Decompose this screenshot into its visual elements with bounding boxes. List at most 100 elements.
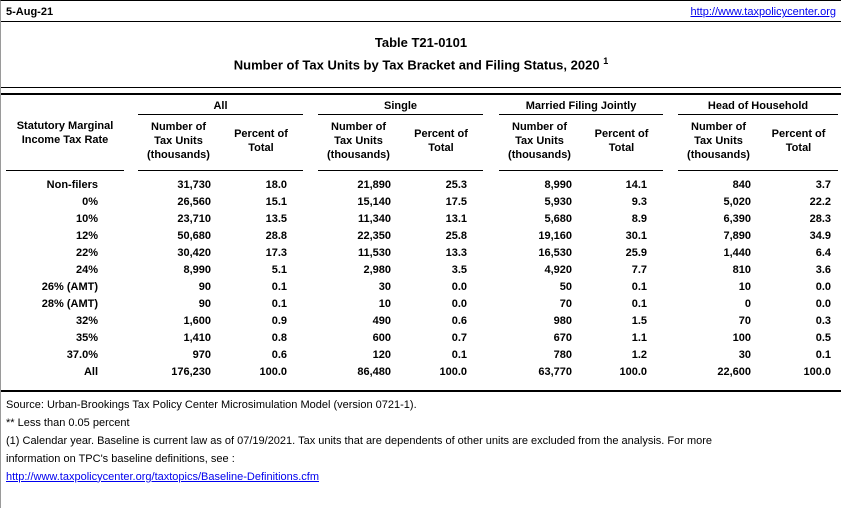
footnote-1-line-2: information on TPC's baseline definition… [6,452,235,465]
spacer-cell [663,347,678,364]
spacer-cell [303,228,318,245]
cell-value: 8.9 [631,212,648,225]
spacer-cell [303,279,318,296]
cell-value: 26,560 [177,195,211,208]
row-label: Non-filers [46,178,98,191]
spacer-cell [483,296,499,313]
cell-value: 8,990 [544,178,573,191]
cell-value: 2,980 [363,263,391,276]
cell-value: 0.0 [451,280,468,293]
cell-value: 50,680 [177,229,211,242]
cell-value: 11,340 [357,212,391,225]
spacer-cell [124,313,138,330]
spacer-cell [303,313,318,330]
cell-value: 11,530 [357,246,391,259]
table-bottom-rule [1,389,841,392]
row-label: 35% [75,331,98,344]
spacer-cell [303,330,318,347]
row-label: 24% [75,263,98,276]
table-row: 0% 26,560 15.1 15,140 17.5 5,930 9.3 5,0… [6,194,838,211]
number-of-tax-units-header: Number of Tax Units (thousands) [138,114,219,171]
cell-value: 1.5 [631,314,648,327]
cell-value: 600 [372,331,391,344]
percent-of-total-header: Percent of Total [580,114,664,171]
cell-value: 840 [732,178,752,191]
spacer-cell [663,262,678,279]
top-divider [1,21,841,22]
cell-value: 9.3 [631,195,648,208]
table-row: 32% 1,600 0.9 490 0.6 980 1.5 70 0.3 [6,313,838,330]
cell-value: 10 [738,280,752,293]
row-label: 0% [82,195,98,208]
spacer-cell [124,228,138,245]
footnote-1-line-1: (1) Calendar year. Baseline is current l… [6,434,713,447]
table-row: 12% 50,680 28.8 22,350 25.8 19,160 30.1 … [6,228,838,245]
site-link[interactable]: http://www.taxpolicycenter.org [690,6,836,18]
cell-value: 10 [378,297,391,310]
cell-value: 3.7 [815,178,832,191]
spacer-cell [124,170,138,194]
cell-value: 5,020 [723,195,752,208]
cell-value: 7,890 [723,229,752,242]
cell-value: 0.8 [271,331,287,344]
spacer-cell [483,279,499,296]
cell-value: 22,350 [357,229,391,242]
spacer-cell [663,296,678,313]
number-of-tax-units-header: Number of Tax Units (thousands) [678,114,760,171]
table-title: Table T21-0101 [374,35,468,50]
cell-value: 30 [378,280,391,293]
cell-value: 19,160 [538,229,573,242]
cell-value: 0.1 [631,280,648,293]
cell-value: 50 [559,280,573,293]
spacer-cell [663,95,678,170]
spacer-cell [303,245,318,262]
row-label: 37.0% [66,348,98,361]
spacer-cell [483,170,499,194]
report-date: 5-Aug-21 [6,6,54,18]
cell-value: 0 [744,297,752,310]
spacer-cell [124,279,138,296]
cell-value: 5.1 [271,263,287,276]
footnote-marker: 1 [603,56,609,66]
cell-value: 1,440 [723,246,752,259]
table-row: 35% 1,410 0.8 600 0.7 670 1.1 100 0.5 [6,330,838,347]
percent-of-total-header: Percent of Total [399,114,484,171]
cell-value: 17.5 [445,195,468,208]
stub-header: Statutory Marginal Income Tax Rate [6,95,124,171]
cell-value: 0.1 [271,280,287,293]
cell-value: 22,600 [717,365,752,378]
cell-value: 780 [553,348,573,361]
cell-value: 4,920 [544,263,573,276]
table-row: 37.0% 970 0.6 120 0.1 780 1.2 30 0.1 [6,347,838,364]
cell-value: 3.5 [451,263,468,276]
cell-value: 0.5 [815,331,832,344]
spacer-cell [663,364,678,390]
spacer-cell [483,262,499,279]
less-than-note: ** Less than 0.05 percent [6,416,130,429]
table-row: Non-filers 31,730 18.0 21,890 25.3 8,990… [6,170,838,194]
spacer-cell [303,95,318,170]
spacer-cell [303,364,318,390]
top-bar: 5-Aug-21 http://www.taxpolicycenter.org [1,1,841,21]
row-label: 32% [75,314,98,327]
baseline-definitions-link[interactable]: http://www.taxpolicycenter.org/taxtopics… [6,470,320,483]
spacer-cell [483,194,499,211]
spacer-cell [124,245,138,262]
spacer-cell [663,330,678,347]
percent-of-total-header: Percent of Total [219,114,303,171]
spacer-cell [303,170,318,194]
cell-value: 6,390 [723,212,752,225]
cell-value: 25.8 [445,229,468,242]
spacer-cell [124,194,138,211]
spacer-cell [663,228,678,245]
spacer-cell [483,347,499,364]
data-table: Statutory Marginal Income Tax Rate All S… [6,95,839,390]
cell-value: 120 [372,348,391,361]
cell-value: 5,930 [544,195,573,208]
spacer-cell [303,262,318,279]
table-body: Non-filers 31,730 18.0 21,890 25.3 8,990… [6,170,838,390]
cell-value: 1,410 [183,331,211,344]
spacer-cell [663,313,678,330]
spacer-cell [663,279,678,296]
spacer-cell [663,170,678,194]
